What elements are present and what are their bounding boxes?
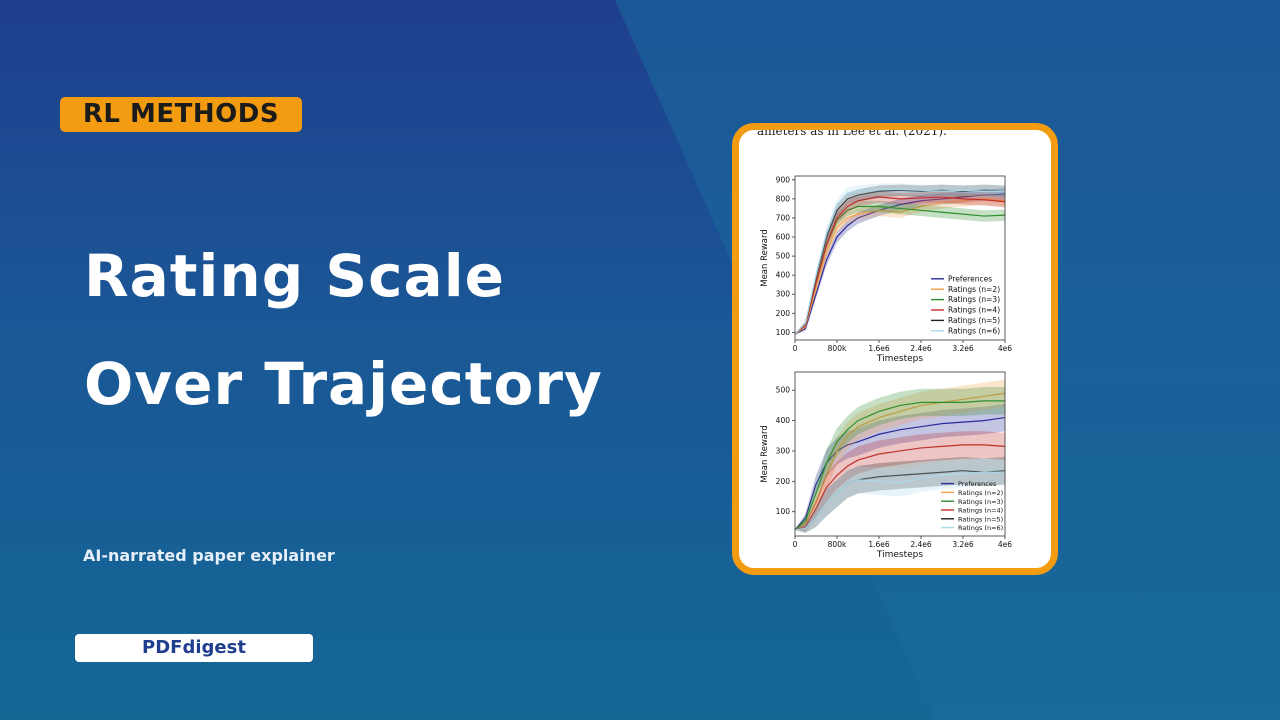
legend-label: Ratings (n=6) bbox=[948, 326, 1000, 335]
series-band-3 bbox=[795, 431, 1005, 532]
x-tick-label: 4e6 bbox=[998, 344, 1012, 353]
brand-logo: PDFdigest bbox=[75, 634, 313, 662]
series-band-3 bbox=[795, 191, 1005, 335]
legend-label: Ratings (n=3) bbox=[948, 295, 1000, 304]
y-tick-label: 300 bbox=[776, 290, 791, 299]
paper-figure-card: ameters as in Lee et al. (2021). 0 800k 1.… bbox=[732, 123, 1058, 575]
y-tick-label: 200 bbox=[776, 309, 791, 318]
legend-label: Preferences bbox=[958, 480, 997, 488]
x-tick-label: 3.2e6 bbox=[952, 540, 974, 549]
x-tick-label: 0 bbox=[793, 540, 798, 549]
series-line-3 bbox=[794, 444, 1006, 531]
y-tick-label: 100 bbox=[776, 328, 791, 337]
series-line-2 bbox=[794, 400, 1005, 531]
legend-label: Ratings (n=2) bbox=[958, 489, 1003, 497]
series-line-0 bbox=[794, 416, 1006, 531]
series-band-2 bbox=[795, 200, 1005, 335]
legend-label: Ratings (n=6) bbox=[958, 524, 1003, 532]
y-tick-label: 100 bbox=[776, 507, 791, 516]
chart-bottom: 0 800k 1.6e6 2.4e6 3.2e6 4e6 100 200 300 400 500 Ti… bbox=[760, 371, 1012, 560]
y-tick-label: 500 bbox=[776, 386, 791, 395]
x-tick-label: 1.6e6 bbox=[868, 540, 890, 549]
chart-top: 0 800k 1.6e6 2.4e6 3.2e6 4e6 100 200 300 400 500 60… bbox=[760, 175, 1012, 364]
series-line-1 bbox=[794, 392, 1006, 531]
x-tick-label: 2.4e6 bbox=[910, 540, 932, 549]
series-band-5 bbox=[795, 458, 1005, 533]
x-tick-label: 800k bbox=[828, 540, 847, 549]
y-tick-label: 400 bbox=[776, 416, 791, 425]
y-tick-label: 200 bbox=[776, 477, 791, 486]
legend-label: Ratings (n=5) bbox=[958, 515, 1003, 523]
y-axis-label: Mean Reward bbox=[760, 229, 770, 287]
legend-label: Ratings (n=4) bbox=[948, 306, 1000, 315]
x-tick-label: 2.4e6 bbox=[910, 344, 932, 353]
legend-label: Ratings (n=3) bbox=[958, 498, 1003, 506]
series-line-3 bbox=[794, 196, 1006, 335]
y-tick-label: 500 bbox=[776, 252, 791, 261]
page-title: Rating Scale Over Trajectory bbox=[84, 222, 603, 438]
series-line-5 bbox=[794, 471, 1005, 531]
series-band-1 bbox=[795, 379, 1005, 530]
legend-label: Preferences bbox=[948, 274, 992, 283]
x-tick-label: 1.6e6 bbox=[868, 344, 890, 353]
series-line-0 bbox=[794, 193, 1006, 335]
series-line-5 bbox=[794, 188, 1005, 335]
y-tick-label: 700 bbox=[776, 213, 791, 222]
legend-label: Ratings (n=5) bbox=[948, 316, 1000, 325]
paper-text-snippet: ameters as in Lee et al. (2021). bbox=[757, 124, 947, 138]
x-tick-label: 3.2e6 bbox=[952, 344, 974, 353]
x-tick-label: 800k bbox=[828, 344, 847, 353]
y-axis-label: Mean Reward bbox=[760, 425, 770, 483]
series-line-1 bbox=[794, 198, 1006, 335]
x-tick-label: 0 bbox=[793, 344, 798, 353]
subtitle: AI-narrated paper explainer bbox=[83, 546, 335, 565]
y-tick-label: 400 bbox=[776, 271, 791, 280]
x-axis-label: Timesteps bbox=[876, 550, 923, 560]
legend-label: Ratings (n=2) bbox=[948, 285, 1000, 294]
x-axis-label: Timesteps bbox=[876, 354, 923, 364]
category-badge: RL METHODS bbox=[60, 97, 302, 132]
plot-frame bbox=[794, 175, 1006, 341]
y-tick-label: 800 bbox=[776, 194, 791, 203]
y-tick-label: 600 bbox=[776, 233, 791, 242]
series-band-4 bbox=[795, 457, 1005, 533]
title-line-1: Rating Scale bbox=[84, 242, 505, 310]
y-tick-label: 900 bbox=[776, 175, 791, 184]
title-line-2: Over Trajectory bbox=[84, 350, 603, 418]
plot-frame bbox=[794, 371, 1006, 537]
y-tick-label: 300 bbox=[776, 446, 791, 455]
legend-label: Ratings (n=4) bbox=[958, 507, 1003, 515]
series-band-2 bbox=[795, 387, 1005, 530]
x-tick-label: 4e6 bbox=[998, 540, 1012, 549]
